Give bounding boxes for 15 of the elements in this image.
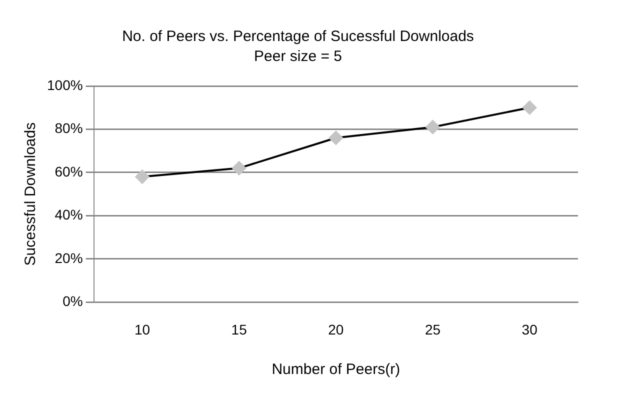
chart-subtitle: Peer size = 5 — [254, 48, 342, 66]
x-tick-label: 20 — [328, 321, 344, 338]
x-tick-label: 10 — [134, 321, 150, 338]
y-tick-label: 60% — [54, 163, 83, 180]
y-tick-label: 20% — [54, 250, 83, 266]
x-tick-label: 15 — [231, 321, 248, 338]
y-tick-label: 0% — [62, 293, 83, 310]
chart-title: No. of Peers vs. Percentage of Sucessful Downloads — [122, 28, 474, 46]
y-tick-label: 100% — [46, 76, 83, 93]
x-axis-title: Number of Peers(r) — [272, 361, 400, 378]
x-tick-label: 25 — [424, 321, 441, 338]
y-tick-label: 40% — [54, 206, 83, 223]
y-tick-label: 80% — [54, 120, 83, 136]
y-axis-title: Sucessful Downloads — [22, 122, 40, 266]
x-tick-label: 30 — [522, 321, 538, 338]
